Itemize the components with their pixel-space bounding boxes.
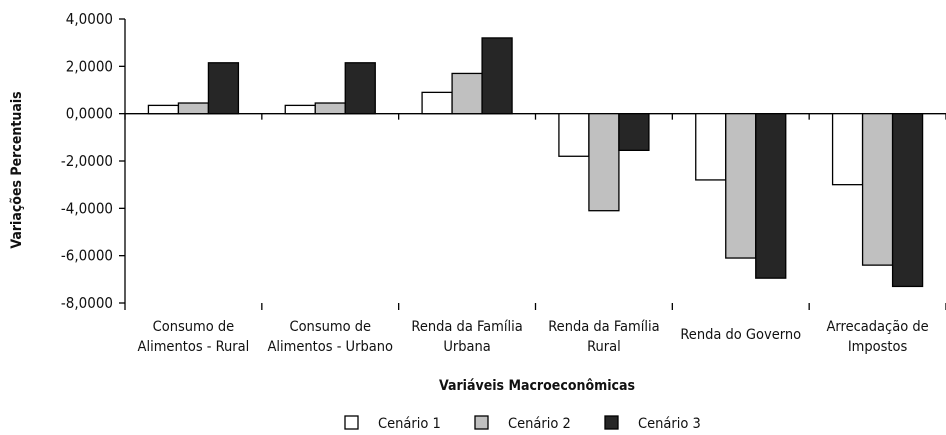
bar-series-3-cat-2	[344, 62, 376, 115]
category-label: Renda da Família	[548, 319, 659, 335]
category-label: Renda da Família	[411, 319, 522, 335]
legend-swatch-3	[604, 415, 619, 430]
legend: Cenário 1 Cenário 2 Cenário 3	[344, 415, 701, 432]
bar-series-1-cat-2	[284, 104, 316, 115]
category-label: Renda do Governo	[680, 327, 801, 343]
y-tick-label: -4,0000	[61, 199, 113, 217]
y-axis: 4,0000 2,0000 0,0000 -2,0000 -4,0000 -6,0000 -…	[61, 10, 126, 312]
category-label: Alimentos - Rural	[138, 339, 250, 355]
y-tick-label: 0,0000	[66, 105, 113, 123]
bar-series-3-cat-4	[618, 113, 650, 151]
category-label: Alimentos - Urbano	[268, 339, 394, 355]
legend-swatch-1	[344, 415, 359, 430]
category-label: Urbana	[443, 339, 490, 355]
y-tick-label: -8,0000	[61, 294, 113, 312]
bar-series-3-cat-1	[207, 62, 240, 115]
bar-series-2-cat-1	[177, 102, 210, 115]
legend-swatch-2	[474, 415, 489, 430]
y-tick-label: 2,0000	[66, 57, 113, 75]
bar-series-2-cat-6	[861, 113, 894, 266]
legend-label-3: Cenário 3	[638, 416, 701, 432]
bar-series-3-cat-3	[481, 37, 513, 115]
y-tick-label: -6,0000	[61, 247, 113, 265]
bar-series-1-cat-6	[831, 113, 864, 186]
category-label: Impostos	[848, 339, 908, 355]
legend-label-2: Cenário 2	[508, 416, 571, 432]
y-tick-label: 4,0000	[66, 10, 113, 28]
legend-label-1: Cenário 1	[378, 416, 441, 432]
category-label: Arrecadação de	[827, 319, 929, 335]
category-labels: Consumo de Alimentos - Rural Consumo de Ali…	[138, 319, 929, 355]
bar-series-3-cat-5	[755, 113, 787, 279]
bar-series-2-cat-3	[451, 72, 483, 115]
y-tick-label: -2,0000	[61, 152, 113, 170]
bar-series-2-cat-2	[314, 102, 346, 115]
y-axis-label: Variações Percentuais	[9, 91, 25, 248]
bar-series-1-cat-1	[147, 104, 180, 115]
x-axis-label: Variáveis Macroeconômicas	[439, 378, 635, 394]
category-label: Rural	[587, 339, 621, 355]
bar-series-1-cat-5	[695, 113, 727, 181]
category-label: Consumo de	[153, 319, 235, 335]
bar-series-2-cat-5	[725, 113, 757, 259]
x-axis	[124, 113, 946, 310]
bar-series-2-cat-4	[588, 113, 620, 212]
bar-series-1-cat-3	[421, 91, 453, 115]
bars	[147, 37, 924, 288]
bar-series-1-cat-4	[558, 113, 590, 157]
bar-series-3-cat-6	[891, 113, 924, 288]
category-label: Consumo de	[289, 319, 371, 335]
